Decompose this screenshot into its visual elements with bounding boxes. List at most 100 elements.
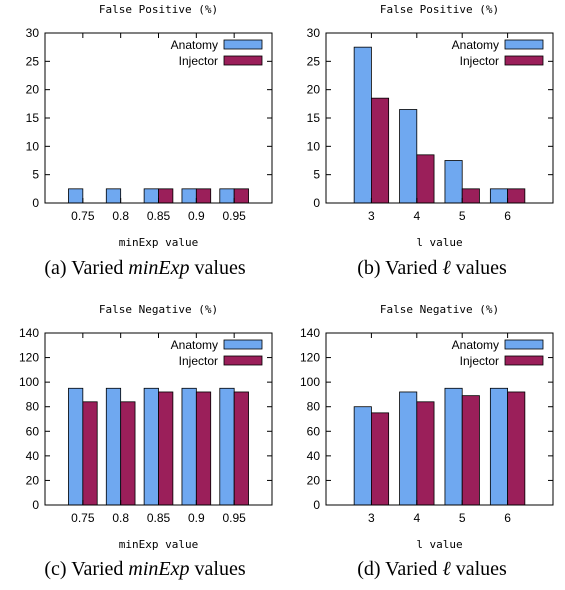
bar-injector-6 [507, 188, 526, 204]
caption-variable: minExp [128, 558, 189, 580]
bar-injector-0.85 [158, 391, 174, 506]
bar-injector-0.8 [120, 401, 136, 506]
caption-suffix: values [190, 257, 246, 279]
chart-panel-1: 0 5 10 15 20 25 30 0.75 0.8 0.85 0.9 0.95 False Posi… [26, 3, 273, 279]
x-tick-label: 0.85 [147, 209, 171, 223]
y-tick-label: 5 [313, 168, 320, 182]
bar-injector-0.9 [195, 188, 212, 204]
caption-prefix: (d) Varied [357, 558, 442, 580]
bar-anatomy-0.75 [68, 387, 84, 506]
x-axis-label: minExp value [119, 538, 198, 551]
chart-title: False Positive (%) [99, 3, 218, 16]
y-tick-label: 60 [26, 424, 40, 438]
x-tick-label: 0.85 [147, 511, 171, 525]
x-tick-label: 0.75 [71, 511, 95, 525]
figure-caption: (c) Varied minExp values [44, 558, 245, 580]
y-tick-label: 40 [307, 449, 321, 463]
bar-anatomy-3 [353, 46, 372, 204]
legend-label-injector: Injector [460, 354, 499, 368]
caption-prefix: (a) Varied [44, 257, 128, 279]
chart-title: False Negative (%) [380, 303, 499, 316]
legend-label-anatomy: Anatomy [171, 338, 218, 352]
y-tick-label: 100 [19, 375, 39, 389]
figure-caption: (a) Varied minExp values [44, 257, 245, 279]
caption-suffix: values [451, 558, 507, 580]
x-tick-label: 5 [459, 511, 466, 525]
y-tick-label: 0 [313, 196, 320, 210]
y-tick-label: 0 [32, 498, 39, 512]
bar-anatomy-0.85 [143, 387, 159, 506]
y-tick-label: 80 [26, 400, 40, 414]
figure-caption: (d) Varied ℓ values [357, 558, 507, 580]
y-tick-label: 140 [19, 326, 39, 340]
bar-injector-3 [370, 412, 390, 506]
x-tick-label: 0.9 [188, 209, 205, 223]
bar-anatomy-4 [399, 109, 418, 204]
y-tick-label: 120 [300, 351, 320, 365]
bar-anatomy-4 [399, 391, 418, 506]
bar-injector-3 [370, 97, 390, 204]
caption-variable: ℓ [442, 558, 451, 580]
x-tick-label: 0.95 [222, 209, 246, 223]
legend-swatch-injector [504, 355, 544, 366]
x-axis-label: l value [416, 538, 462, 551]
figure-caption: (b) Varied ℓ values [357, 257, 507, 279]
caption-suffix: values [451, 257, 507, 279]
legend-swatch-anatomy [223, 39, 263, 50]
chart-title: False Positive (%) [380, 3, 499, 16]
y-tick-label: 60 [307, 424, 321, 438]
bar-injector-0.9 [195, 391, 212, 506]
legend-swatch-anatomy [504, 39, 544, 50]
bar-injector-5 [461, 395, 480, 506]
y-tick-label: 0 [313, 498, 320, 512]
x-tick-label: 0.8 [112, 209, 129, 223]
x-tick-label: 6 [504, 511, 511, 525]
legend-swatch-anatomy [504, 339, 544, 350]
y-tick-label: 15 [26, 111, 40, 125]
bar-anatomy-5 [444, 387, 463, 506]
y-tick-label: 25 [307, 54, 321, 68]
legend-swatch-anatomy [223, 339, 263, 350]
bar-anatomy-0.95 [219, 188, 235, 204]
legend-label-injector: Injector [460, 54, 499, 68]
y-tick-label: 15 [307, 111, 321, 125]
x-axis-label: minExp value [119, 236, 198, 249]
legend-label-anatomy: Anatomy [452, 38, 499, 52]
caption-prefix: (c) Varied [44, 558, 128, 580]
bar-injector-0.85 [158, 188, 174, 204]
x-tick-label: 0.75 [71, 209, 95, 223]
bar-injector-5 [461, 188, 480, 204]
bar-anatomy-0.8 [105, 387, 122, 506]
x-tick-label: 4 [413, 511, 420, 525]
y-tick-label: 30 [307, 26, 321, 40]
y-tick-label: 80 [307, 400, 321, 414]
chart-panel-3: 0 20 40 60 80 100 120 140 0.75 0.8 0.85 0.9 0.95 Fals… [19, 303, 273, 580]
y-tick-label: 100 [300, 375, 320, 389]
legend-swatch-injector [223, 355, 263, 366]
legend-label-injector: Injector [179, 54, 218, 68]
legend-label-anatomy: Anatomy [171, 38, 218, 52]
plot-frame [325, 332, 554, 506]
y-tick-label: 10 [26, 139, 40, 153]
bar-anatomy-6 [489, 188, 508, 204]
y-tick-label: 20 [307, 473, 321, 487]
x-tick-label: 6 [504, 209, 511, 223]
chart-panel-4: 0 20 40 60 80 100 120 140 3 4 5 6 False Negative (%)… [300, 303, 554, 580]
bar-anatomy-5 [444, 160, 463, 204]
y-tick-label: 120 [19, 351, 39, 365]
y-tick-label: 40 [26, 449, 40, 463]
legend-label-injector: Injector [179, 354, 218, 368]
bar-anatomy-0.85 [143, 188, 159, 204]
x-tick-label: 3 [368, 209, 375, 223]
bar-anatomy-3 [353, 406, 372, 506]
x-tick-label: 3 [368, 511, 375, 525]
bar-anatomy-0.9 [181, 188, 197, 204]
caption-suffix: values [190, 558, 246, 580]
bar-injector-4 [416, 154, 435, 204]
legend-swatch-injector [504, 55, 544, 66]
y-tick-label: 5 [32, 168, 39, 182]
x-tick-label: 5 [459, 209, 466, 223]
caption-prefix: (b) Varied [357, 257, 442, 279]
x-tick-label: 4 [413, 209, 420, 223]
